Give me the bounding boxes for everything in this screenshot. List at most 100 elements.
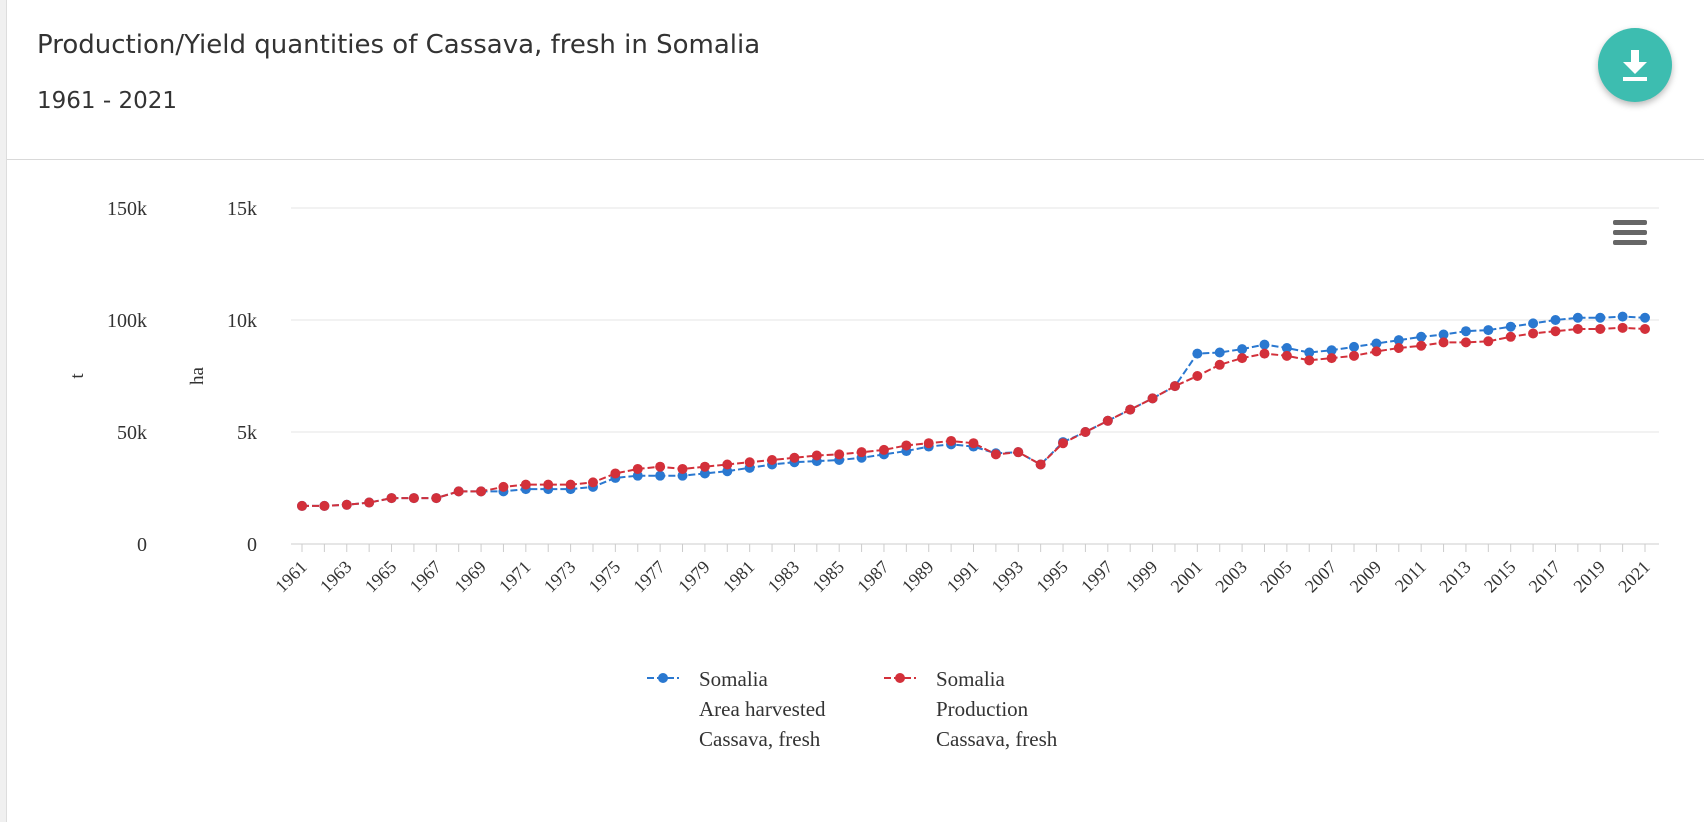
x-tick-label: 1979 xyxy=(674,557,714,597)
data-point xyxy=(789,452,800,463)
data-point xyxy=(1460,337,1471,348)
x-tick-label: 2015 xyxy=(1480,557,1520,597)
data-point xyxy=(968,438,979,449)
x-tick-label: 2021 xyxy=(1614,557,1654,597)
data-point xyxy=(1505,321,1516,332)
data-point xyxy=(1550,326,1561,337)
legend-label[interactable]: Production xyxy=(936,697,1029,721)
x-tick-label: 2007 xyxy=(1301,557,1341,597)
legend-symbol-marker xyxy=(895,673,905,683)
x-tick-label: 1981 xyxy=(719,557,759,597)
legend-label[interactable]: Cassava, fresh xyxy=(936,727,1058,751)
x-tick-label: 2001 xyxy=(1167,557,1207,597)
series-line xyxy=(302,326,1646,507)
x-tick-label: 1993 xyxy=(987,557,1027,597)
data-point xyxy=(1147,393,1158,404)
data-point xyxy=(1393,343,1404,353)
x-tick-label: 1989 xyxy=(898,557,938,597)
x-tick-label: 1975 xyxy=(585,557,625,597)
x-tick-label: 1983 xyxy=(764,557,804,597)
data-point xyxy=(565,479,576,490)
data-point xyxy=(1281,343,1292,353)
data-point xyxy=(1035,459,1046,470)
data-point xyxy=(946,435,957,446)
x-tick-label: 1999 xyxy=(1122,557,1162,597)
data-point xyxy=(1393,335,1404,346)
data-point xyxy=(1617,322,1628,333)
data-point xyxy=(1326,345,1337,356)
data-point xyxy=(655,470,666,481)
data-point xyxy=(767,455,778,465)
x-tick-label: 1971 xyxy=(495,557,535,597)
data-point xyxy=(1416,331,1427,342)
legend-label[interactable]: Somalia xyxy=(936,667,1006,691)
data-point xyxy=(1617,311,1628,322)
data-point xyxy=(386,493,397,504)
x-tick-label: 2011 xyxy=(1391,557,1430,596)
data-point xyxy=(1460,326,1471,337)
y-tick-label: 15k xyxy=(227,198,257,220)
x-tick-label: 1963 xyxy=(316,557,356,597)
data-point xyxy=(990,449,1001,460)
data-point xyxy=(1192,371,1203,381)
data-point xyxy=(408,493,419,504)
download-icon xyxy=(1623,50,1647,81)
y-axis-title: ha xyxy=(187,366,208,385)
x-tick-label: 2017 xyxy=(1525,557,1565,597)
data-point xyxy=(1416,340,1427,351)
data-point xyxy=(1483,325,1494,336)
data-point xyxy=(1326,353,1337,364)
x-tick-label: 1987 xyxy=(853,557,893,597)
data-point xyxy=(1595,312,1606,323)
x-tick-label: 2003 xyxy=(1211,557,1251,597)
data-point xyxy=(297,500,307,511)
data-point xyxy=(1572,312,1583,323)
hamburger-menu-icon-bar xyxy=(1613,240,1647,245)
data-point xyxy=(744,457,755,468)
data-point xyxy=(1371,346,1382,357)
legend-label[interactable]: Somalia xyxy=(699,667,769,691)
chart-menu-button[interactable] xyxy=(1611,216,1651,250)
hamburger-menu-icon xyxy=(1613,220,1647,225)
data-point xyxy=(1438,329,1449,340)
x-tick-label: 1977 xyxy=(629,557,669,597)
data-point xyxy=(834,449,845,460)
data-point xyxy=(1640,312,1650,323)
x-tick-label: 2019 xyxy=(1569,557,1609,597)
data-point xyxy=(1259,339,1270,350)
data-point xyxy=(1237,344,1248,355)
data-point xyxy=(722,459,733,470)
data-point xyxy=(878,444,889,455)
y-tick-label: 5k xyxy=(237,422,257,444)
legend-label[interactable]: Cassava, fresh xyxy=(699,727,821,751)
data-point xyxy=(856,447,867,458)
legend-label[interactable]: Area harvested xyxy=(699,697,826,721)
y-tick-label: 0 xyxy=(137,534,147,556)
data-point xyxy=(1371,338,1382,349)
data-point xyxy=(1192,348,1203,359)
x-tick-label: 1997 xyxy=(1077,557,1117,597)
x-tick-label: 1969 xyxy=(450,557,490,597)
x-tick-label: 2009 xyxy=(1346,557,1386,597)
data-point xyxy=(1349,341,1360,352)
data-point xyxy=(699,461,710,472)
data-point xyxy=(431,493,442,504)
x-tick-label: 2005 xyxy=(1256,557,1296,597)
data-point xyxy=(1237,353,1248,364)
download-button[interactable] xyxy=(1598,28,1672,102)
y-tick-label: 50k xyxy=(117,422,147,444)
data-point xyxy=(1080,427,1091,437)
x-tick-label: 1973 xyxy=(540,557,580,597)
data-point xyxy=(1125,404,1136,415)
data-point xyxy=(1304,355,1315,366)
data-point xyxy=(498,481,509,492)
data-point xyxy=(901,440,912,451)
x-tick-label: 1985 xyxy=(808,557,848,597)
year-range-subtitle: 1961 - 2021 xyxy=(37,88,177,114)
data-point xyxy=(1058,438,1069,449)
data-point xyxy=(610,468,621,479)
data-point xyxy=(520,479,531,490)
y-tick-label: 100k xyxy=(107,310,147,332)
data-point xyxy=(1013,447,1024,458)
data-point xyxy=(587,477,598,488)
